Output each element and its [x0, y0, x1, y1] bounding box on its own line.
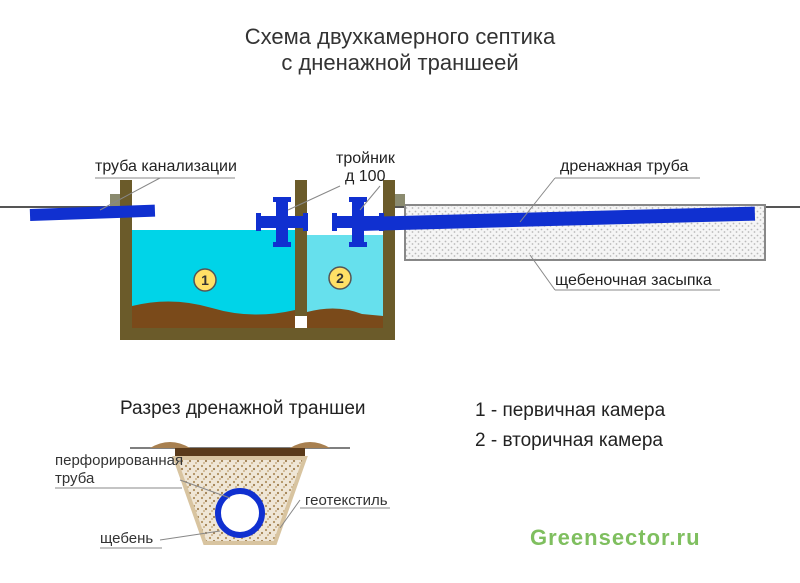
section-title: Разрез дренажной траншеи	[120, 398, 366, 420]
label-inlet-pipe: труба канализации	[95, 158, 237, 176]
svg-text:1: 1	[201, 272, 209, 288]
diagram-svg: 12	[0, 0, 800, 583]
label-tee-size: д 100	[345, 168, 385, 186]
label-geotextile: геотекстиль	[305, 492, 388, 509]
label-perf-pipe-1: перфорированная	[55, 452, 183, 469]
svg-text:2: 2	[336, 270, 344, 286]
label-perf-pipe-2: труба	[55, 470, 94, 487]
label-gravel-fill: щебеночная засыпка	[555, 272, 712, 290]
label-gravel: щебень	[100, 530, 153, 547]
watermark: Greensector.ru	[530, 525, 701, 551]
legend-2: 2 - вторичная камера	[475, 430, 663, 452]
label-tee: тройник	[336, 150, 395, 168]
label-drain-pipe: дренажная труба	[560, 158, 688, 176]
legend-1: 1 - первичная камера	[475, 400, 665, 422]
